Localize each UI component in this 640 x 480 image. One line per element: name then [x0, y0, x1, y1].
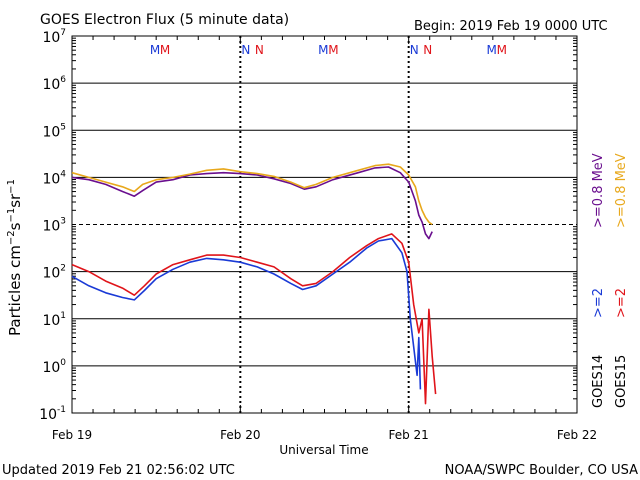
- credit: NOAA/SWPC Boulder, CO USA: [445, 463, 638, 478]
- legend-label: >=0.8 MeV: [614, 153, 629, 228]
- x-tick-labels: Feb 19 Feb 20 Feb 21 Feb 22: [52, 428, 597, 442]
- grid: [71, 36, 578, 413]
- y-tick-label: 107: [42, 28, 66, 46]
- y-tick-label: 10-1: [39, 405, 66, 423]
- y-tick-label: 101: [42, 311, 66, 329]
- y-tick-labels: 10-1 100 101 102 103 104 105 106 107: [39, 28, 66, 423]
- marker-label: N: [423, 43, 432, 57]
- begin-time: Begin: 2019 Feb 19 0000 UTC: [414, 19, 608, 34]
- y-tick-label: 100: [42, 358, 66, 376]
- x-tick-label: Feb 22: [557, 428, 597, 442]
- x-tick-label: Feb 19: [52, 428, 92, 442]
- legend-label: >=2: [591, 288, 606, 318]
- y-axis-label: Particles cm−2s−1sr−1: [6, 179, 24, 336]
- svg-text:Particles cm−2s−1sr−1: Particles cm−2s−1sr−1: [6, 179, 24, 336]
- data-series: [71, 163, 437, 405]
- series-line: [71, 163, 433, 226]
- y-tick-label: 106: [42, 75, 66, 93]
- x-tick-label: Feb 20: [220, 428, 260, 442]
- chart-title: GOES Electron Flux (5 minute data): [40, 12, 289, 28]
- x-axis-label: Universal Time: [279, 443, 368, 457]
- marker-label: N: [255, 43, 264, 57]
- marker-label: M: [160, 43, 170, 57]
- legend-label: GOES15: [614, 355, 629, 408]
- marker-label: M: [497, 43, 507, 57]
- legend-label: >=0.8 MeV: [591, 153, 606, 228]
- marker-label: M: [150, 43, 160, 57]
- legend-label: GOES14: [591, 355, 606, 408]
- marker-label: M: [318, 43, 328, 57]
- y-tick-label: 103: [42, 217, 66, 235]
- series-line: [71, 166, 433, 240]
- marker-label: N: [410, 43, 419, 57]
- series-line: [71, 233, 437, 405]
- updated-time: Updated 2019 Feb 21 02:56:02 UTC: [2, 463, 235, 478]
- marker-label: M: [328, 43, 338, 57]
- marker-label: N: [241, 43, 250, 57]
- y-tick-label: 102: [42, 264, 66, 282]
- marker-label: M: [487, 43, 497, 57]
- legend: >=0.8 MeV >=0.8 MeV >=2 >=2 GOES14 GOES15: [591, 153, 629, 408]
- series-line: [71, 237, 422, 390]
- legend-label: >=2: [614, 288, 629, 318]
- x-tick-label: Feb 21: [388, 428, 428, 442]
- y-tick-label: 105: [42, 122, 66, 140]
- y-tick-label: 104: [42, 169, 66, 187]
